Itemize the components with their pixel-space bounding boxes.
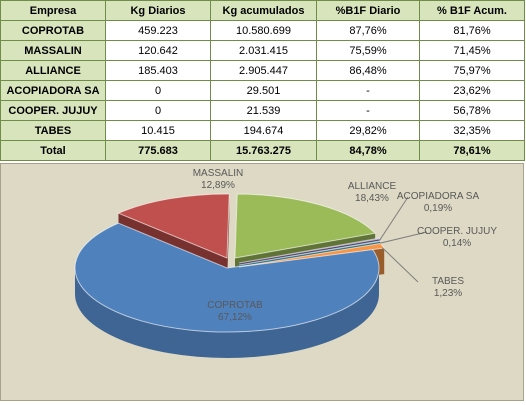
header-kg-acumulados: Kg acumulados [210,0,317,21]
row-b1f-acum: 81,76% [419,20,525,41]
pie-chart-panel: COPROTAB 67,12% MASSALIN 12,89% ALLIANCE 18,4… [0,163,524,401]
row-b1f-diario: - [316,80,420,101]
row-kg-diarios: 10.415 [105,120,211,141]
table-row: MASSALIN 120.642 2.031.415 75,59% 71,45% [0,40,525,61]
header-b1f-diario: %B1F Diario [316,0,420,21]
header-b1f-acum: % B1F Acum. [419,0,525,21]
row-empresa: COPROTAB [0,20,106,41]
total-b1f-diario: 84,78% [316,140,420,161]
row-b1f-diario: 75,59% [316,40,420,61]
row-kg-diarios: 120.642 [105,40,211,61]
row-empresa: ALLIANCE [0,60,106,81]
row-empresa: COOPER. JUJUY [0,100,106,121]
row-b1f-diario: 87,76% [316,20,420,41]
total-row: Total 775.683 15.763.275 84,78% 78,61% [0,140,525,161]
row-kg-acumulados: 21.539 [210,100,317,121]
table-row: TABES 10.415 194.674 29,82% 32,35% [0,120,525,141]
row-b1f-diario: 29,82% [316,120,420,141]
leader-line [379,196,409,241]
row-b1f-acum: 75,97% [419,60,525,81]
table-row: ALLIANCE 185.403 2.905.447 86,48% 75,97% [0,60,525,81]
row-b1f-acum: 23,62% [419,80,525,101]
row-b1f-diario: 86,48% [316,60,420,81]
leader-line [382,247,419,283]
table-header-row: Empresa Kg Diarios Kg acumulados %B1F Di… [0,0,525,21]
row-b1f-acum: 32,35% [419,120,525,141]
slice-label: COPROTAB [207,300,263,311]
row-b1f-acum: 71,45% [419,40,525,61]
slice-percent: 18,43% [355,193,389,204]
pie-slice-coprotab [74,222,380,333]
row-kg-diarios: 0 [105,80,211,101]
pie-slice-wall [75,268,379,358]
header-empresa: Empresa [0,0,106,21]
table-row: ACOPIADORA SA 0 29.501 - 23,62% [0,80,525,101]
slice-label: ALLIANCE [348,181,397,192]
total-label: Total [0,140,106,161]
header-kg-diarios: Kg Diarios [105,0,211,21]
row-kg-diarios: 185.403 [105,60,211,81]
row-empresa: TABES [0,120,106,141]
leader-line [379,231,428,244]
slice-label: TABES [432,276,464,287]
pie-slice-cooper-jujuy [238,240,382,266]
total-b1f-acum: 78,61% [419,140,525,161]
row-empresa: MASSALIN [0,40,106,61]
slice-percent: 1,23% [434,288,462,299]
row-kg-acumulados: 10.580.699 [210,20,317,41]
row-kg-diarios: 459.223 [105,20,211,41]
row-b1f-diario: - [316,100,420,121]
summary-table: Empresa Kg Diarios Kg acumulados %B1F Di… [0,0,525,161]
table-row: COOPER. JUJUY 0 21.539 - 56,78% [0,100,525,121]
slice-label: ACOPIADORA SA [397,191,480,202]
total-kg-diarios: 775.683 [105,140,211,161]
slice-percent: 67,12% [218,312,252,323]
row-kg-acumulados: 2.905.447 [210,60,317,81]
row-empresa: ACOPIADORA SA [0,80,106,101]
slice-label: COOPER. JUJUY [417,226,497,237]
total-kg-acumulados: 15.763.275 [210,140,317,161]
slice-percent: 0,19% [424,203,452,214]
table-row: COPROTAB 459.223 10.580.699 87,76% 81,76… [0,20,525,41]
slice-percent: 0,14% [443,238,471,249]
row-kg-diarios: 0 [105,100,211,121]
row-kg-acumulados: 2.031.415 [210,40,317,61]
pie-slice-alliance [234,193,377,259]
row-b1f-acum: 56,78% [419,100,525,121]
row-kg-acumulados: 29.501 [210,80,317,101]
pie-slice-acopiadora-sa [238,237,381,264]
slice-label: MASSALIN [193,168,244,179]
pie-slice-massalin [117,193,230,259]
row-kg-acumulados: 194.674 [210,120,317,141]
slice-percent: 12,89% [201,180,235,191]
